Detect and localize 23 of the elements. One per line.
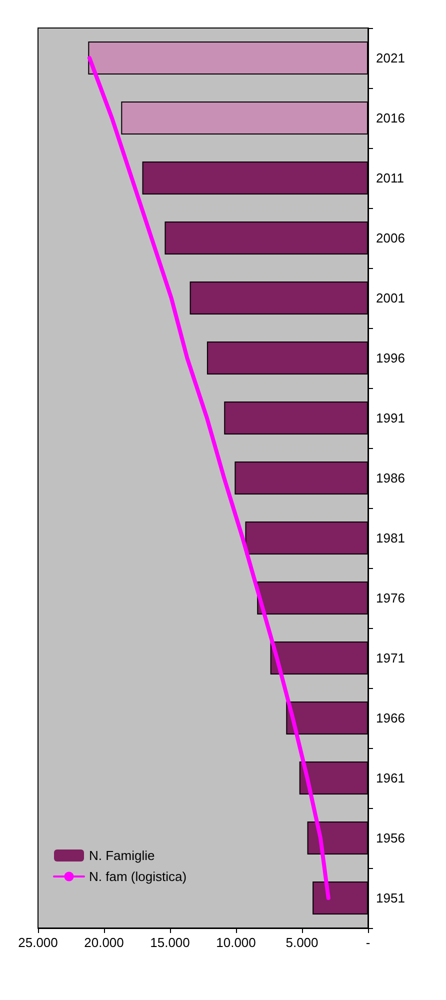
y-tick-label: 1981 — [376, 530, 405, 546]
y-tick-label: 2001 — [376, 290, 405, 306]
y-tick-label: 1976 — [376, 590, 405, 606]
legend-label: N. Famiglie — [89, 848, 155, 863]
y-tick-label: 2011 — [376, 170, 404, 186]
y-tick-label: 2006 — [376, 230, 405, 246]
y-tick-label: 1991 — [376, 410, 405, 426]
y-tick-label: 1961 — [376, 770, 405, 786]
y-tick-label: 1996 — [376, 350, 405, 366]
y-tick-label: 1966 — [376, 710, 405, 726]
y-tick-label: 1986 — [376, 470, 405, 486]
x-tick-label: 20.000 — [84, 935, 124, 950]
y-tick-label: 1956 — [376, 830, 405, 846]
y-tick-label: 1951 — [376, 890, 405, 906]
x-tick-label: 10.000 — [216, 935, 256, 950]
legend-label: N. fam (logistica) — [89, 869, 187, 884]
y-tick-label: 2021 — [376, 50, 405, 66]
x-tick-label: - — [366, 935, 370, 950]
y-tick-label: 1971 — [376, 650, 405, 666]
x-tick-label: 15.000 — [150, 935, 190, 950]
x-tick-label: 5.000 — [286, 935, 318, 950]
y-tick-label: 2016 — [376, 110, 405, 126]
x-tick-label: 25.000 — [18, 935, 58, 950]
